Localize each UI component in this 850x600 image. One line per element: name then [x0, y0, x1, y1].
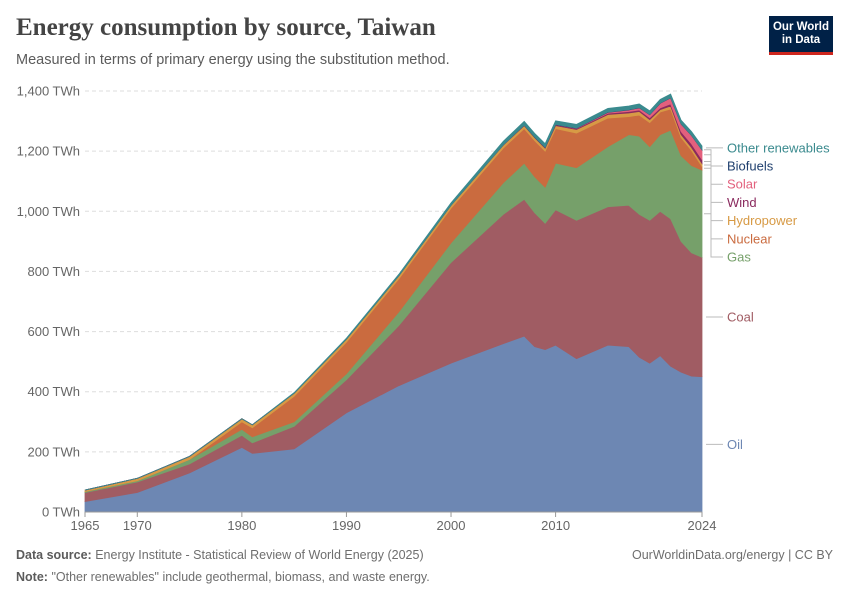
logo-line-1: Our World: [772, 21, 829, 33]
area-other-renewables[interactable]: [84, 93, 703, 491]
x-tick-label: 1990: [332, 518, 361, 533]
note-text: "Other renewables" include geothermal, b…: [51, 570, 430, 584]
y-tick-label: 400 TWh: [27, 384, 80, 399]
chart-note: Note: "Other renewables" include geother…: [16, 570, 430, 584]
y-tick-label: 1,200 TWh: [17, 144, 80, 159]
data-source-label: Data source:: [16, 548, 92, 562]
owid-logo[interactable]: Our World in Data: [769, 16, 833, 55]
data-source: Data source: Energy Institute - Statisti…: [16, 548, 424, 562]
series-label-hydropower[interactable]: Hydropower: [727, 213, 798, 228]
y-tick-label: 600 TWh: [27, 324, 80, 339]
logo-line-2: in Data: [781, 34, 821, 46]
label-connector: [704, 164, 723, 222]
y-tick-label: 800 TWh: [27, 264, 80, 279]
data-source-text[interactable]: Energy Institute - Statistical Review of…: [95, 548, 424, 562]
label-connector: [704, 161, 723, 203]
label-connector: [704, 149, 723, 167]
label-connector: [704, 167, 723, 240]
y-tick-label: 200 TWh: [27, 444, 80, 459]
label-layer: Oil Coal Gas Nuclear Hydropower Wind Solar Biof…: [704, 140, 830, 452]
series-label-gas[interactable]: Gas: [727, 250, 751, 265]
x-tick-label: 1970: [123, 518, 152, 533]
credit-link[interactable]: OurWorldinData.org/energy | CC BY: [631, 548, 833, 562]
area-layer: [84, 93, 703, 513]
y-tick-label: 0 TWh: [42, 505, 80, 520]
chart-subtitle: Measured in terms of primary energy usin…: [16, 52, 450, 68]
stacked-area-chart: 0 TWh 200 TWh 400 TWh 600 TWh 800 TWh 1,000 T…: [17, 84, 830, 534]
series-label-nuclear[interactable]: Nuclear: [727, 231, 772, 246]
x-tick-label: 2010: [541, 518, 570, 533]
series-label-oil[interactable]: Oil: [727, 437, 743, 452]
x-tick-label: 1980: [227, 518, 256, 533]
x-tick-label: 2000: [437, 518, 466, 533]
y-tick-label: 1,400 TWh: [17, 84, 80, 99]
x-tick-label: 1965: [71, 518, 100, 533]
series-label-solar[interactable]: Solar: [727, 177, 758, 192]
note-label: Note:: [16, 570, 48, 584]
series-label-other-renewables[interactable]: Other renewables: [727, 140, 830, 155]
series-label-wind[interactable]: Wind: [727, 195, 757, 210]
x-tick-label: 2024: [688, 518, 717, 533]
y-tick-label: 1,000 TWh: [17, 204, 80, 219]
chart-title: Energy consumption by source, Taiwan: [16, 14, 436, 41]
label-connector: [704, 154, 723, 185]
axis-layer: 0 TWh 200 TWh 400 TWh 600 TWh 800 TWh 1,000 T…: [17, 84, 717, 534]
series-label-biofuels[interactable]: Biofuels: [727, 159, 774, 174]
series-label-coal[interactable]: Coal: [727, 309, 754, 324]
